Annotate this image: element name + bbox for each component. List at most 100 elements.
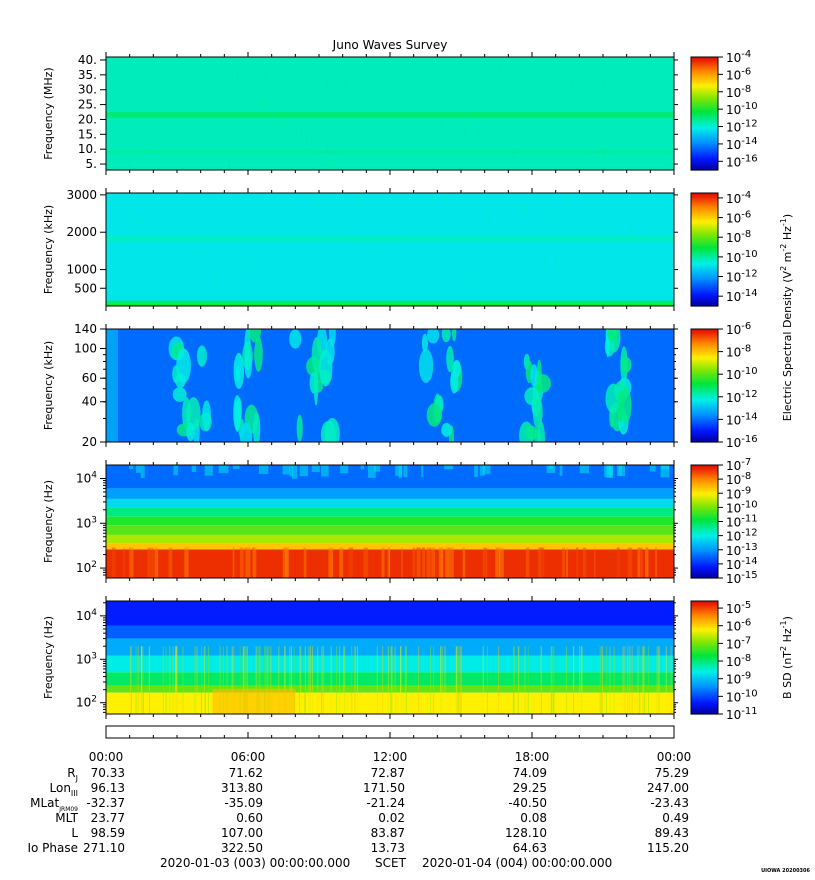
colorbar-tick-label: 10-6 bbox=[726, 210, 751, 226]
texture-mark bbox=[611, 160, 613, 165]
colorbar-strip bbox=[691, 640, 718, 644]
colorbar-strip bbox=[691, 272, 718, 275]
texture-mark bbox=[154, 547, 159, 578]
spectrogram-image bbox=[106, 57, 674, 170]
colorbar-strip bbox=[691, 625, 718, 628]
burst-mark bbox=[325, 338, 335, 366]
texture-mark bbox=[524, 646, 526, 714]
intensity-band bbox=[106, 525, 674, 535]
colorbar-strip bbox=[691, 296, 718, 300]
colorbar-strip bbox=[691, 253, 718, 256]
texture-mark bbox=[538, 547, 542, 578]
colorbar-tick-label: 10-6 bbox=[726, 618, 751, 634]
texture-mark bbox=[256, 646, 258, 714]
texture-mark bbox=[239, 547, 244, 578]
texture-mark bbox=[571, 77, 573, 87]
texture-mark bbox=[405, 646, 407, 714]
texture-mark bbox=[618, 465, 622, 476]
texture-mark bbox=[645, 547, 649, 578]
texture-mark bbox=[373, 465, 381, 472]
colorbar-strip bbox=[691, 98, 718, 101]
colorbar-strip bbox=[691, 398, 718, 402]
texture-mark bbox=[643, 646, 645, 714]
ephemeris-label: MLatJRM09 bbox=[30, 796, 78, 813]
colorbar-strip bbox=[691, 249, 718, 252]
burst-mark bbox=[324, 417, 340, 442]
texture-mark bbox=[549, 465, 554, 470]
burst-mark bbox=[296, 414, 303, 442]
texture-mark bbox=[196, 646, 198, 714]
colorbar-strip bbox=[691, 94, 718, 98]
colorbar-strip bbox=[691, 468, 718, 472]
colorbar-strip bbox=[691, 66, 718, 69]
colorbar-strip bbox=[691, 238, 718, 241]
texture-mark bbox=[222, 646, 224, 714]
colorbar-strip bbox=[691, 387, 718, 390]
colorbar-strip bbox=[691, 536, 718, 540]
texture-mark bbox=[140, 220, 142, 224]
ephemeris-table: RJ 70.33 71.62 72.87 74.09 75.29 LonIII 96.13 31… bbox=[27, 766, 689, 855]
colorbar-strip bbox=[691, 364, 718, 368]
texture-mark bbox=[162, 646, 164, 714]
texture-mark bbox=[289, 646, 291, 714]
texture-mark bbox=[445, 547, 449, 578]
texture-mark bbox=[239, 646, 241, 714]
burst-mark bbox=[525, 425, 538, 441]
texture-mark bbox=[304, 646, 306, 714]
colorbar-tick-label: 10-10 bbox=[726, 499, 758, 515]
colorbar-strip bbox=[691, 359, 718, 362]
ephemeris-value: 115.20 bbox=[647, 841, 689, 855]
colorbar-strip bbox=[691, 631, 718, 634]
colorbar-strip bbox=[691, 530, 718, 534]
texture-mark bbox=[270, 646, 272, 714]
colorbar-strip bbox=[691, 362, 718, 366]
y-axis-label: Frequency (Hz) bbox=[42, 616, 55, 699]
texture-mark bbox=[426, 547, 431, 578]
texture-mark bbox=[291, 465, 298, 479]
colorbar-strip bbox=[691, 510, 718, 513]
colorbar-strip bbox=[691, 141, 718, 145]
ephemeris-label: LonIII bbox=[50, 781, 79, 798]
colorbar-strip bbox=[691, 500, 718, 504]
texture-mark bbox=[381, 547, 385, 578]
colorbar-strip bbox=[691, 432, 718, 436]
colorbar-strip bbox=[691, 122, 718, 126]
colorbar-strip bbox=[691, 663, 718, 666]
colorbar-strip bbox=[691, 502, 718, 506]
colorbar-tick-label: 10-8 bbox=[726, 84, 751, 100]
texture-mark bbox=[405, 646, 407, 714]
colorbar-strip bbox=[691, 491, 718, 494]
colorbar-strip bbox=[691, 498, 718, 502]
colorbar-strip bbox=[691, 557, 718, 560]
colorbar-tick-label: 10-4 bbox=[726, 49, 751, 65]
texture-mark bbox=[418, 646, 420, 714]
colorbar-strip bbox=[691, 493, 718, 496]
texture-mark bbox=[279, 248, 281, 253]
colorbar-strip bbox=[691, 634, 718, 638]
colorbar-strip bbox=[691, 77, 718, 81]
ephemeris-value: 247.00 bbox=[647, 781, 689, 795]
texture-mark bbox=[243, 267, 245, 276]
texture-mark bbox=[518, 646, 520, 714]
texture-mark bbox=[457, 646, 459, 714]
colorbar-strip bbox=[691, 126, 718, 130]
texture-mark bbox=[403, 465, 408, 478]
colorbar-strip bbox=[691, 279, 718, 283]
ephemeris-value: 313.80 bbox=[221, 781, 263, 795]
texture-mark bbox=[130, 646, 132, 714]
ephemeris-value: 128.10 bbox=[505, 826, 547, 840]
ephemeris-value: 75.29 bbox=[655, 766, 689, 780]
texture-mark bbox=[237, 70, 239, 82]
texture-mark bbox=[606, 646, 608, 714]
colorbar-strip bbox=[691, 87, 718, 90]
colorbar-strip bbox=[691, 137, 718, 141]
colorbar-strip bbox=[691, 379, 718, 383]
colorbar-strip bbox=[691, 361, 718, 364]
y-tick-label: 10. bbox=[78, 142, 97, 156]
colorbar-strip bbox=[691, 336, 718, 340]
texture-mark bbox=[290, 646, 292, 714]
colorbar-strip bbox=[691, 710, 718, 713]
colorbar-strip bbox=[691, 225, 718, 228]
texture-mark bbox=[321, 465, 329, 477]
burst-mark bbox=[234, 399, 241, 433]
